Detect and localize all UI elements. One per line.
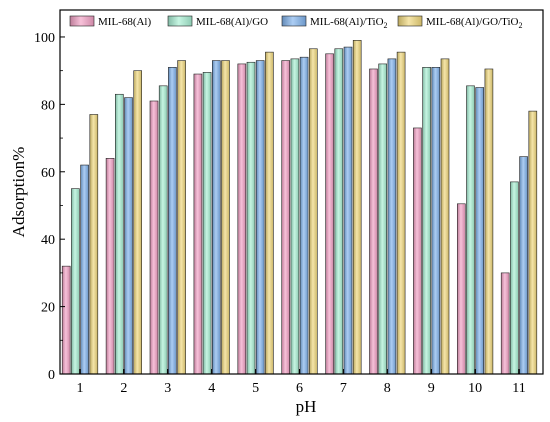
bar-4-series-1 xyxy=(193,73,203,375)
x-tick-label-5: 5 xyxy=(252,381,259,396)
bar-4-series-4 xyxy=(221,60,230,375)
legend-label-3: MIL-68(Al)/TiO2 xyxy=(310,16,388,30)
y-tick-label-40: 40 xyxy=(41,233,55,248)
bar-3-series-3 xyxy=(168,67,177,375)
bar-9-series-3 xyxy=(431,67,441,375)
y-tick-label-20: 20 xyxy=(41,301,55,316)
y-axis-title: Adsorption% xyxy=(9,147,28,238)
y-tick-label-100: 100 xyxy=(34,31,55,46)
bar-2-series-3 xyxy=(124,97,133,375)
bar-5-series-4 xyxy=(265,51,274,375)
bar-7-series-4 xyxy=(352,40,362,375)
legend-swatch-3 xyxy=(281,15,307,27)
bar-2-series-2 xyxy=(115,93,124,375)
bar-2-series-4 xyxy=(133,70,142,375)
bar-4-series-3 xyxy=(212,60,221,375)
legend: MIL-68(Al) MIL-68(Al)/GO MIL-68(Al)/TiO2 MI… xyxy=(69,15,523,30)
x-tick-label-11: 11 xyxy=(512,381,525,396)
bar-7-series-1 xyxy=(325,53,334,375)
x-tick-label-9: 9 xyxy=(428,381,435,396)
legend-swatch-1 xyxy=(69,15,95,27)
bar-5-series-3 xyxy=(255,60,265,375)
x-tick-label-7: 7 xyxy=(340,381,347,396)
x-tick-label-1: 1 xyxy=(77,381,84,396)
bar-6-series-4 xyxy=(308,48,318,375)
bar-6-series-1 xyxy=(281,60,291,375)
bar-5-series-2 xyxy=(246,61,256,375)
legend-label-4: MIL-68(Al)/GO/TiO2 xyxy=(426,16,523,30)
bar-8-series-4 xyxy=(396,51,406,375)
bar-1-series-3 xyxy=(80,164,89,375)
x-tick-label-10: 10 xyxy=(468,381,482,396)
bar-10-series-3 xyxy=(475,87,485,375)
bar-9-series-4 xyxy=(440,58,450,375)
x-tick-label-6: 6 xyxy=(296,381,303,396)
bar-6-series-2 xyxy=(290,58,300,375)
bar-11-series-3 xyxy=(519,156,528,375)
bar-2-series-1 xyxy=(105,158,115,375)
bar-7-series-2 xyxy=(334,48,344,375)
bar-1-series-4 xyxy=(89,114,99,375)
bar-10-series-4 xyxy=(484,68,494,375)
bar-9-series-2 xyxy=(422,67,431,375)
bar-1-series-1 xyxy=(61,265,71,375)
bar-9-series-1 xyxy=(413,127,422,375)
legend-swatch-2 xyxy=(167,15,193,27)
bar-3-series-4 xyxy=(177,60,186,375)
bar-3-series-2 xyxy=(158,85,168,375)
bar-1-series-2 xyxy=(71,188,80,375)
bar-8-series-2 xyxy=(378,63,388,375)
ticks-layer: 0 20 40 60 80 100 1 2 3 4 5 6 7 8 9 10 11 xyxy=(34,31,526,396)
y-tick-label-60: 60 xyxy=(41,166,55,181)
bar-5-series-1 xyxy=(237,63,247,375)
legend-label-1: MIL-68(Al) xyxy=(98,16,151,28)
bar-7-series-3 xyxy=(343,46,353,375)
plot-frame xyxy=(59,9,544,375)
bar-3-series-1 xyxy=(149,100,159,375)
y-tick-label-0: 0 xyxy=(48,368,55,383)
y-tick-label-80: 80 xyxy=(41,98,55,113)
x-tick-label-3: 3 xyxy=(164,381,171,396)
bar-6-series-3 xyxy=(299,56,309,375)
x-tick-label-2: 2 xyxy=(120,381,127,396)
x-tick-label-8: 8 xyxy=(384,381,391,396)
bars-layer xyxy=(61,40,538,375)
bar-8-series-3 xyxy=(387,58,397,375)
bar-4-series-2 xyxy=(202,72,212,375)
bar-11-series-2 xyxy=(510,181,519,375)
legend-label-2: MIL-68(Al)/GO xyxy=(196,16,268,28)
x-tick-label-4: 4 xyxy=(208,381,215,396)
bar-11-series-4 xyxy=(528,110,538,375)
bar-8-series-1 xyxy=(369,68,378,375)
bar-10-series-1 xyxy=(456,203,466,375)
legend-swatch-4 xyxy=(397,15,423,27)
bar-11-series-1 xyxy=(500,272,510,375)
bar-10-series-2 xyxy=(466,85,475,375)
x-axis-title: pH xyxy=(296,397,317,416)
